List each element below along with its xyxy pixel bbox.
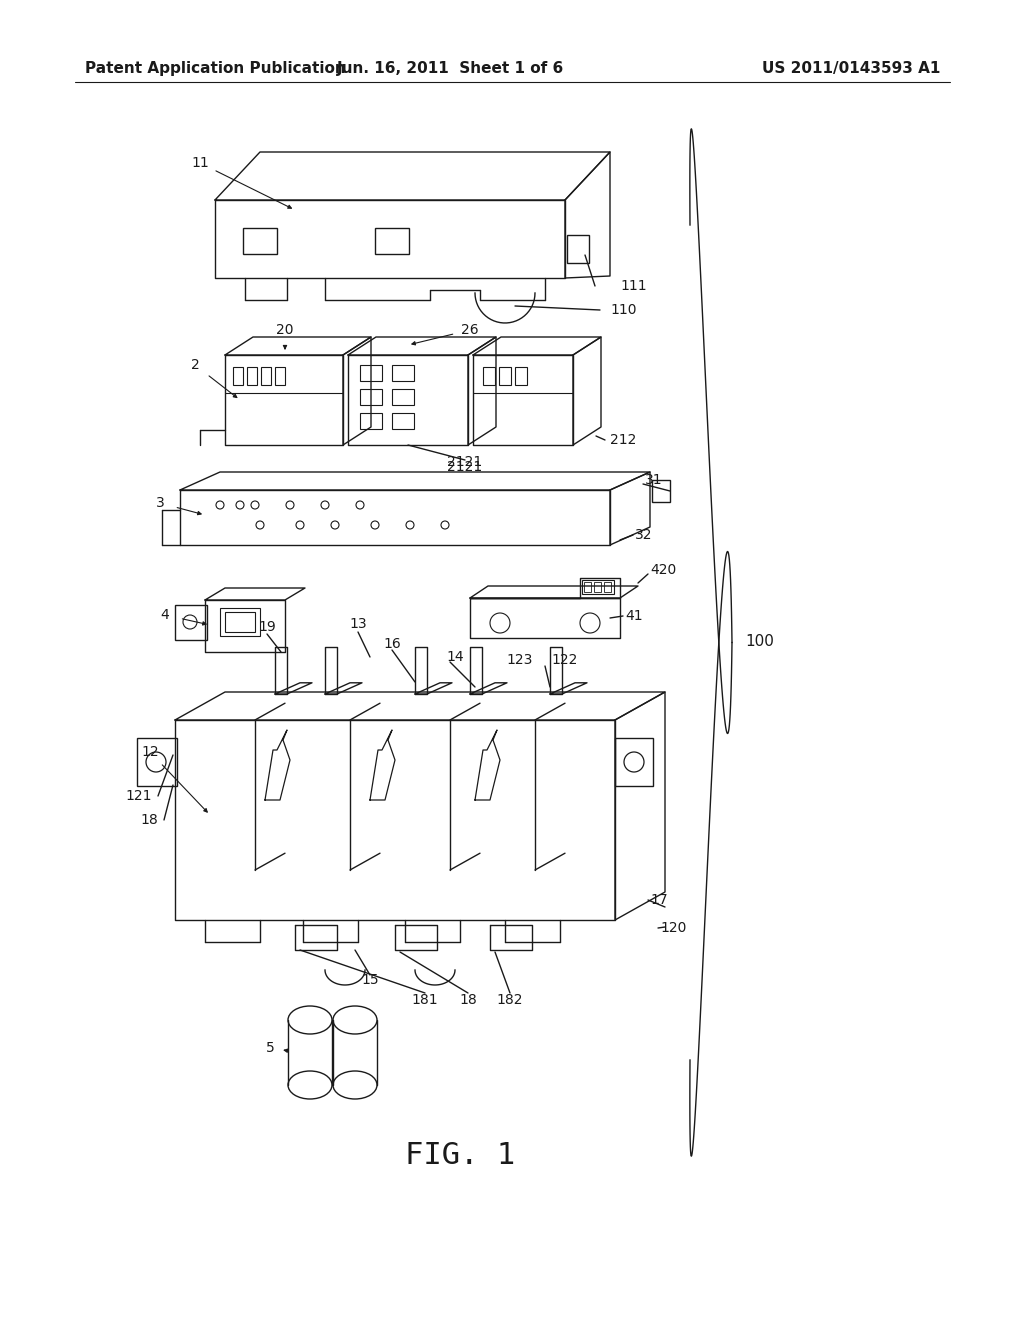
Text: 111: 111 — [620, 279, 646, 293]
Bar — [392, 413, 414, 429]
Bar — [247, 367, 257, 385]
Bar — [220, 609, 260, 636]
Text: 5: 5 — [265, 1041, 274, 1055]
Text: 110: 110 — [610, 304, 637, 317]
Bar — [392, 366, 414, 381]
Bar — [261, 367, 271, 385]
Text: 16: 16 — [383, 638, 400, 651]
Text: 122: 122 — [552, 653, 579, 667]
Bar — [483, 367, 495, 385]
Text: 2: 2 — [190, 358, 200, 372]
Text: 15: 15 — [361, 973, 379, 987]
Text: 420: 420 — [650, 564, 676, 577]
Text: 2121: 2121 — [447, 455, 482, 469]
Bar — [175, 605, 207, 640]
Text: 20: 20 — [276, 323, 294, 337]
Bar — [137, 738, 177, 785]
Text: 4: 4 — [161, 609, 169, 622]
Bar — [652, 480, 670, 502]
Bar — [584, 582, 591, 591]
Bar — [360, 413, 382, 429]
Text: 31: 31 — [645, 473, 663, 487]
Bar — [499, 367, 511, 385]
Text: 14: 14 — [446, 649, 464, 664]
Bar — [392, 389, 414, 405]
Text: 18: 18 — [140, 813, 158, 828]
Bar — [582, 579, 614, 594]
Text: 41: 41 — [625, 609, 643, 623]
Text: 181: 181 — [412, 993, 438, 1007]
Text: 123: 123 — [507, 653, 534, 667]
Bar — [567, 235, 589, 263]
Text: 120: 120 — [660, 921, 686, 935]
Text: 26: 26 — [461, 323, 479, 337]
Text: 19: 19 — [258, 620, 275, 634]
Text: FIG. 1: FIG. 1 — [404, 1140, 515, 1170]
Text: Jun. 16, 2011  Sheet 1 of 6: Jun. 16, 2011 Sheet 1 of 6 — [336, 61, 563, 75]
Bar — [360, 366, 382, 381]
Text: 212: 212 — [610, 433, 636, 447]
Bar — [360, 389, 382, 405]
Text: 17: 17 — [650, 894, 668, 907]
Text: 18: 18 — [459, 993, 477, 1007]
Text: 11: 11 — [191, 156, 209, 170]
Text: 12: 12 — [141, 744, 159, 759]
Text: 121: 121 — [126, 789, 152, 803]
Bar — [275, 367, 285, 385]
Bar — [233, 367, 243, 385]
Text: 182: 182 — [497, 993, 523, 1007]
Text: Patent Application Publication: Patent Application Publication — [85, 61, 346, 75]
Text: 32: 32 — [635, 528, 652, 543]
Text: US 2011/0143593 A1: US 2011/0143593 A1 — [762, 61, 940, 75]
Bar — [594, 582, 601, 591]
Text: 13: 13 — [349, 616, 367, 631]
Bar — [515, 367, 527, 385]
Bar — [225, 612, 255, 632]
Bar — [375, 228, 409, 253]
Bar — [604, 582, 611, 591]
Text: 2121: 2121 — [447, 459, 482, 474]
Bar — [615, 738, 653, 785]
Text: 3: 3 — [156, 496, 165, 510]
Bar — [243, 228, 278, 253]
Text: 100: 100 — [745, 635, 774, 649]
